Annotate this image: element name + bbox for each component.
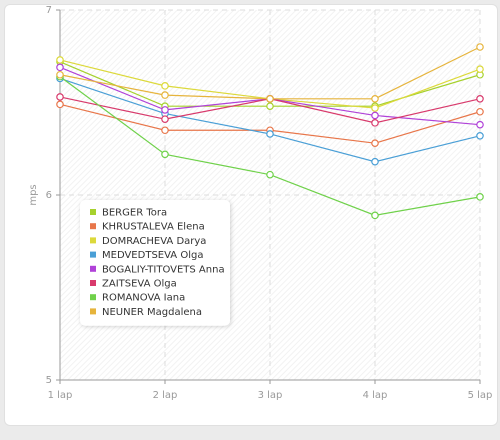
legend-swatch [90,251,96,258]
data-point[interactable] [371,139,379,148]
data-point[interactable] [56,56,64,64]
data-point[interactable] [56,70,64,79]
data-point[interactable] [161,106,169,114]
legend-swatch [90,294,96,301]
data-point[interactable] [476,95,484,103]
data-point[interactable] [56,100,64,109]
data-point[interactable] [371,119,379,127]
data-point[interactable] [161,126,169,135]
x-tick-label: 1 lap [48,390,73,401]
data-point[interactable] [476,107,484,116]
legend-swatch [90,265,96,272]
data-point[interactable] [476,65,484,74]
data-point[interactable] [476,120,484,129]
legend-swatch [90,308,96,315]
legend-swatch [90,223,96,230]
y-tick-label: 5 [46,375,52,386]
data-point[interactable] [476,193,484,201]
legend-label[interactable]: KHRUSTALEVA Elena [102,222,205,233]
legend-label[interactable]: BOGALIY-TITOVETS Anna [102,264,225,275]
data-point[interactable] [476,132,484,140]
data-point[interactable] [161,91,169,99]
y-ticks: 5 6 7 [46,5,60,386]
data-point[interactable] [266,102,274,111]
data-point[interactable] [56,93,64,101]
data-point[interactable] [161,115,169,123]
data-point[interactable] [371,95,379,103]
y-tick-label: 6 [46,190,52,201]
legend-swatch [90,280,96,286]
x-tick-label: 2 lap [153,390,178,401]
legend-label[interactable]: NEUNER Magdalena [102,307,202,318]
data-point[interactable] [371,211,379,220]
x-tick-label: 3 lap [258,390,283,401]
legend-label[interactable]: BERGER Tora [102,208,167,219]
data-point[interactable] [266,95,274,103]
data-point[interactable] [476,43,484,51]
data-point[interactable] [56,63,64,72]
y-tick-label: 7 [46,5,52,16]
series-neuner-magdalena [56,43,484,103]
legend-swatch [90,209,96,215]
legend-swatch [90,237,96,244]
data-point[interactable] [266,130,274,138]
legend-label[interactable]: MEDVEDTSEVA Olga [102,250,203,261]
data-point[interactable] [371,104,379,112]
legend-label[interactable]: ROMANOVA Iana [102,293,185,304]
legend: BERGER Tora KHRUSTALEVA Elena DOMRACHEVA D… [80,200,230,326]
series-group [56,43,484,220]
legend-label[interactable]: ZAITSEVA Olga [102,279,177,290]
legend-label[interactable]: DOMRACHEVA Darya [102,236,206,247]
x-ticks: 1 lap 2 lap 3 lap 4 lap 5 lap [48,380,493,401]
legend-box [80,200,230,326]
x-tick-label: 5 lap [468,390,493,401]
data-point[interactable] [161,82,169,90]
data-point[interactable] [161,150,169,159]
data-point[interactable] [371,157,379,166]
data-point[interactable] [266,170,274,179]
data-point[interactable] [371,111,379,120]
x-tick-label: 4 lap [363,390,388,401]
y-axis-title: mps [28,184,39,205]
